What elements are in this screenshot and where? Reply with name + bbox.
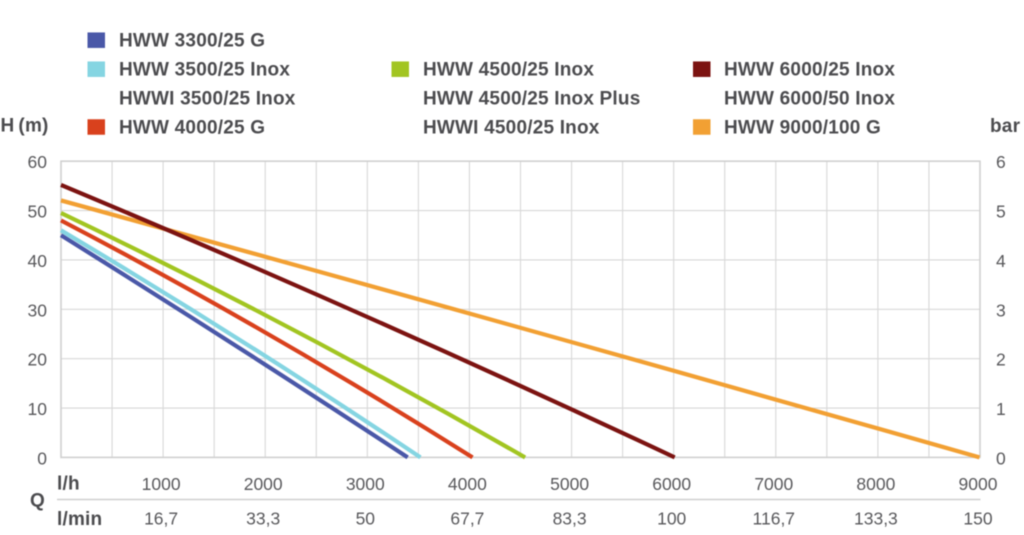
svg-text:50: 50 — [28, 202, 48, 222]
svg-text:HWW 4000/25 G: HWW 4000/25 G — [119, 118, 265, 139]
svg-text:2: 2 — [996, 350, 1006, 370]
svg-text:HWWI 4500/25 Inox: HWWI 4500/25 Inox — [423, 118, 600, 139]
svg-text:bar: bar — [990, 116, 1021, 137]
svg-text:HWW 9000/100 G: HWW 9000/100 G — [724, 118, 881, 139]
svg-text:20: 20 — [28, 350, 48, 370]
svg-text:Q: Q — [30, 491, 45, 512]
svg-text:50: 50 — [356, 509, 376, 529]
svg-text:83,3: 83,3 — [553, 509, 587, 529]
svg-text:5000: 5000 — [550, 474, 589, 494]
svg-text:HWW 6000/50 Inox: HWW 6000/50 Inox — [724, 89, 895, 110]
svg-text:10: 10 — [28, 399, 48, 419]
svg-text:2000: 2000 — [244, 474, 283, 494]
svg-text:1000: 1000 — [142, 474, 181, 494]
svg-text:0: 0 — [37, 448, 47, 468]
svg-text:l/min: l/min — [57, 509, 102, 530]
svg-text:HWW 4500/25 Inox Plus: HWW 4500/25 Inox Plus — [423, 89, 641, 110]
svg-text:6: 6 — [996, 152, 1006, 172]
svg-text:67,7: 67,7 — [450, 509, 484, 529]
svg-text:150: 150 — [963, 509, 992, 529]
svg-text:HWW 4500/25 Inox: HWW 4500/25 Inox — [423, 60, 594, 81]
svg-text:5: 5 — [996, 202, 1006, 222]
svg-text:6000: 6000 — [652, 474, 691, 494]
svg-text:HWW 3500/25 Inox: HWW 3500/25 Inox — [119, 60, 290, 81]
svg-text:3: 3 — [996, 300, 1006, 320]
svg-text:60: 60 — [28, 152, 48, 172]
svg-text:9000: 9000 — [959, 474, 998, 494]
svg-text:1: 1 — [996, 399, 1006, 419]
svg-text:33,3: 33,3 — [246, 509, 280, 529]
svg-text:116,7: 116,7 — [753, 509, 796, 529]
svg-text:30: 30 — [28, 300, 48, 320]
svg-text:40: 40 — [28, 251, 48, 271]
svg-text:H (m): H (m) — [1, 116, 49, 137]
svg-text:7000: 7000 — [754, 474, 793, 494]
svg-text:8000: 8000 — [856, 474, 895, 494]
svg-text:133,3: 133,3 — [854, 509, 898, 529]
svg-text:0: 0 — [996, 448, 1006, 468]
svg-text:l/h: l/h — [57, 474, 80, 495]
svg-text:100: 100 — [657, 509, 686, 529]
svg-text:HWW 3300/25 G: HWW 3300/25 G — [119, 31, 265, 52]
svg-text:3000: 3000 — [346, 474, 385, 494]
svg-text:HWW 6000/25 Inox: HWW 6000/25 Inox — [724, 60, 895, 81]
svg-text:4000: 4000 — [448, 474, 487, 494]
svg-text:HWWI 3500/25 Inox: HWWI 3500/25 Inox — [119, 89, 296, 110]
svg-text:16,7: 16,7 — [144, 509, 178, 529]
svg-text:4: 4 — [996, 251, 1006, 271]
